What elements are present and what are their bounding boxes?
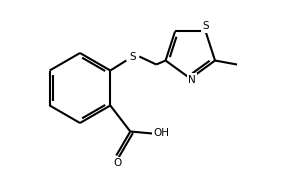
- Text: S: S: [202, 21, 209, 31]
- Text: O: O: [113, 158, 122, 169]
- Text: N: N: [189, 75, 196, 84]
- Text: S: S: [129, 52, 136, 62]
- Text: OH: OH: [153, 129, 169, 139]
